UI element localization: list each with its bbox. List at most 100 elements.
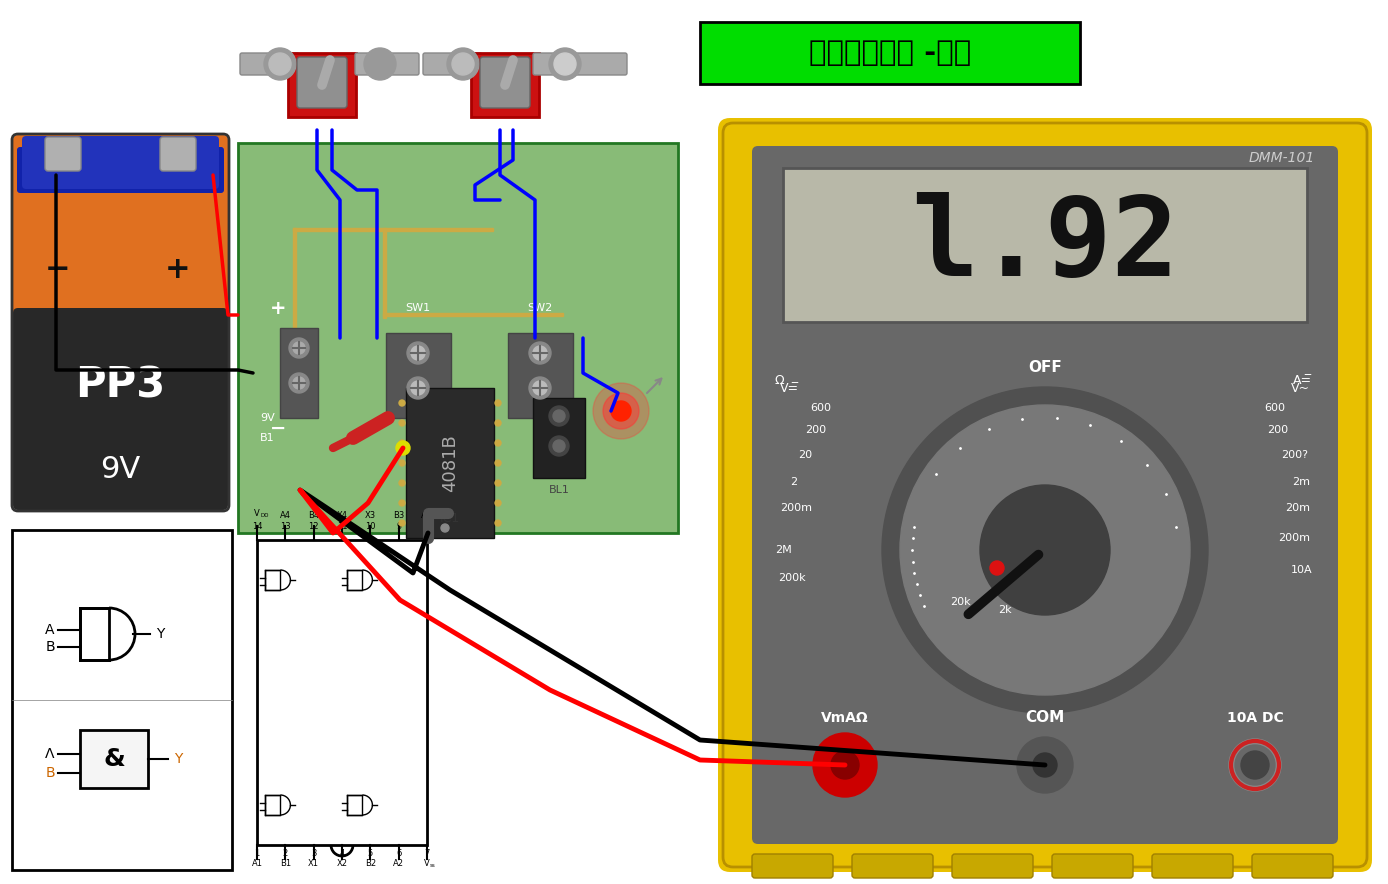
Circle shape bbox=[529, 377, 551, 399]
FancyBboxPatch shape bbox=[257, 540, 428, 845]
Circle shape bbox=[1228, 739, 1281, 791]
Circle shape bbox=[554, 53, 576, 75]
Text: DD: DD bbox=[261, 513, 269, 518]
Text: IC1: IC1 bbox=[440, 512, 461, 524]
Circle shape bbox=[611, 401, 632, 421]
FancyBboxPatch shape bbox=[508, 333, 573, 418]
Circle shape bbox=[396, 441, 409, 455]
FancyBboxPatch shape bbox=[700, 22, 1080, 84]
Text: B1: B1 bbox=[261, 433, 275, 443]
Text: 13: 13 bbox=[280, 522, 290, 531]
Text: +: + bbox=[165, 255, 190, 285]
FancyBboxPatch shape bbox=[12, 308, 228, 510]
Circle shape bbox=[899, 405, 1190, 695]
Bar bbox=[347, 570, 362, 590]
FancyBboxPatch shape bbox=[752, 146, 1338, 844]
Circle shape bbox=[533, 381, 547, 395]
Text: B1: B1 bbox=[280, 859, 291, 868]
FancyBboxPatch shape bbox=[852, 854, 933, 878]
FancyBboxPatch shape bbox=[160, 137, 196, 171]
Text: B4: B4 bbox=[308, 511, 319, 520]
Text: 5: 5 bbox=[368, 849, 373, 858]
Bar bbox=[81, 608, 110, 660]
Circle shape bbox=[533, 346, 547, 360]
Circle shape bbox=[831, 751, 859, 779]
FancyBboxPatch shape bbox=[12, 530, 232, 870]
Circle shape bbox=[269, 53, 291, 75]
Circle shape bbox=[496, 520, 501, 526]
Circle shape bbox=[293, 342, 305, 354]
FancyBboxPatch shape bbox=[81, 730, 149, 788]
FancyBboxPatch shape bbox=[44, 137, 81, 171]
Text: OFF: OFF bbox=[1029, 361, 1062, 376]
Text: X1: X1 bbox=[308, 859, 319, 868]
Circle shape bbox=[447, 48, 479, 80]
FancyBboxPatch shape bbox=[533, 398, 584, 478]
Text: Λ: Λ bbox=[46, 747, 54, 761]
Text: 600: 600 bbox=[1264, 403, 1285, 413]
Text: PP3: PP3 bbox=[75, 364, 165, 406]
FancyBboxPatch shape bbox=[297, 57, 347, 108]
Circle shape bbox=[293, 377, 305, 389]
Text: Y: Y bbox=[155, 627, 164, 641]
Circle shape bbox=[264, 48, 296, 80]
FancyBboxPatch shape bbox=[280, 328, 318, 418]
Circle shape bbox=[407, 377, 429, 399]
FancyBboxPatch shape bbox=[752, 854, 833, 878]
Text: 4081B: 4081B bbox=[441, 434, 459, 492]
Circle shape bbox=[398, 420, 405, 426]
Text: A: A bbox=[46, 623, 54, 637]
Circle shape bbox=[593, 383, 650, 439]
Circle shape bbox=[550, 406, 569, 426]
Bar bbox=[383, 313, 564, 316]
Text: 10: 10 bbox=[365, 522, 376, 531]
FancyBboxPatch shape bbox=[533, 53, 627, 75]
Circle shape bbox=[552, 440, 565, 452]
Text: 2: 2 bbox=[790, 477, 797, 487]
Text: &: & bbox=[103, 747, 125, 771]
Text: 20k: 20k bbox=[949, 597, 970, 607]
Bar bbox=[293, 228, 493, 231]
Text: 200: 200 bbox=[805, 425, 826, 435]
FancyBboxPatch shape bbox=[237, 143, 677, 533]
Circle shape bbox=[398, 480, 405, 486]
FancyBboxPatch shape bbox=[17, 147, 223, 193]
Text: BL1: BL1 bbox=[548, 485, 569, 495]
Text: A4: A4 bbox=[280, 511, 291, 520]
Text: SW1: SW1 bbox=[405, 303, 430, 313]
FancyBboxPatch shape bbox=[407, 388, 494, 538]
Text: 9: 9 bbox=[396, 522, 401, 531]
FancyBboxPatch shape bbox=[22, 136, 219, 189]
Text: Y: Y bbox=[174, 752, 182, 766]
FancyBboxPatch shape bbox=[423, 53, 482, 75]
Text: X2: X2 bbox=[336, 859, 347, 868]
FancyBboxPatch shape bbox=[723, 123, 1367, 867]
Text: SW2: SW2 bbox=[527, 303, 552, 313]
Text: 6: 6 bbox=[396, 849, 401, 858]
Circle shape bbox=[398, 520, 405, 526]
FancyBboxPatch shape bbox=[240, 53, 298, 75]
Bar bbox=[265, 570, 280, 590]
Circle shape bbox=[289, 338, 310, 358]
Circle shape bbox=[496, 400, 501, 406]
Circle shape bbox=[813, 733, 877, 797]
Text: A1: A1 bbox=[251, 859, 262, 868]
Circle shape bbox=[452, 53, 473, 75]
Circle shape bbox=[550, 436, 569, 456]
Circle shape bbox=[990, 561, 1004, 575]
FancyBboxPatch shape bbox=[471, 53, 539, 117]
Circle shape bbox=[496, 500, 501, 506]
Text: 200m: 200m bbox=[780, 503, 812, 513]
Text: B3: B3 bbox=[393, 511, 404, 520]
Text: 10A DC: 10A DC bbox=[1227, 711, 1284, 725]
Text: 200?: 200? bbox=[1281, 450, 1307, 460]
Circle shape bbox=[364, 48, 396, 80]
FancyBboxPatch shape bbox=[355, 53, 419, 75]
Text: 20m: 20m bbox=[1285, 503, 1310, 513]
Circle shape bbox=[398, 440, 405, 446]
Text: 9V: 9V bbox=[260, 413, 275, 423]
Circle shape bbox=[529, 342, 551, 364]
Text: −: − bbox=[46, 255, 71, 285]
Circle shape bbox=[496, 460, 501, 466]
Text: 20: 20 bbox=[798, 450, 812, 460]
